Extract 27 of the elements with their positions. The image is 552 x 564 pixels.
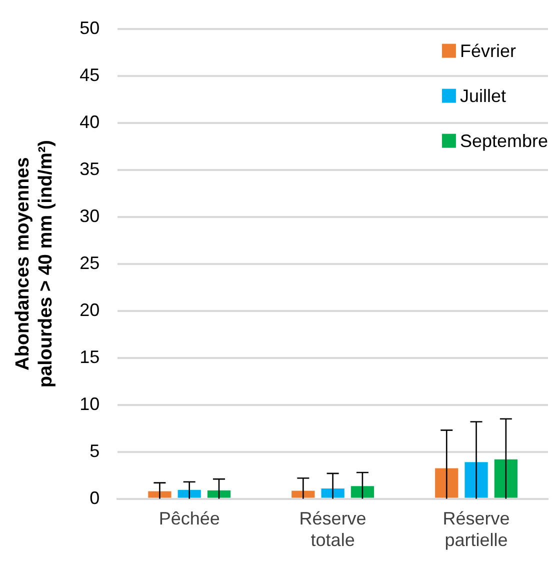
bar [494, 459, 518, 498]
legend-label: Septembre [460, 130, 548, 151]
y-tick-label: 30 [80, 206, 100, 226]
y-tick-label: 40 [80, 112, 100, 132]
x-tick-label: Pêchée [158, 508, 220, 529]
bar [464, 462, 488, 498]
y-tick-label: 45 [80, 64, 100, 85]
bar [207, 490, 231, 498]
bar [178, 490, 201, 498]
bar [435, 468, 458, 498]
x-tick-label: Réserve totale [299, 508, 366, 550]
y-tick-label: 0 [90, 488, 100, 508]
y-tick-label: 20 [80, 300, 100, 320]
y-tick-label: 10 [80, 394, 100, 414]
y-tick-label: 35 [80, 158, 100, 179]
y-axis-title: Abondances moyennes palourdes > 40 mm (ind/m²) [12, 140, 56, 388]
bar [350, 486, 374, 498]
y-tick-label: 50 [80, 18, 100, 38]
bar [292, 490, 315, 498]
legend-label: Février [460, 40, 516, 61]
bar [148, 491, 172, 498]
legend-label: Juillet [460, 86, 506, 106]
y-tick-label: 5 [90, 440, 100, 461]
y-tick-label: 25 [80, 252, 100, 273]
x-tick-label: Réserve partielle [442, 508, 510, 550]
y-tick-label: 15 [80, 346, 100, 367]
bar [321, 488, 344, 498]
